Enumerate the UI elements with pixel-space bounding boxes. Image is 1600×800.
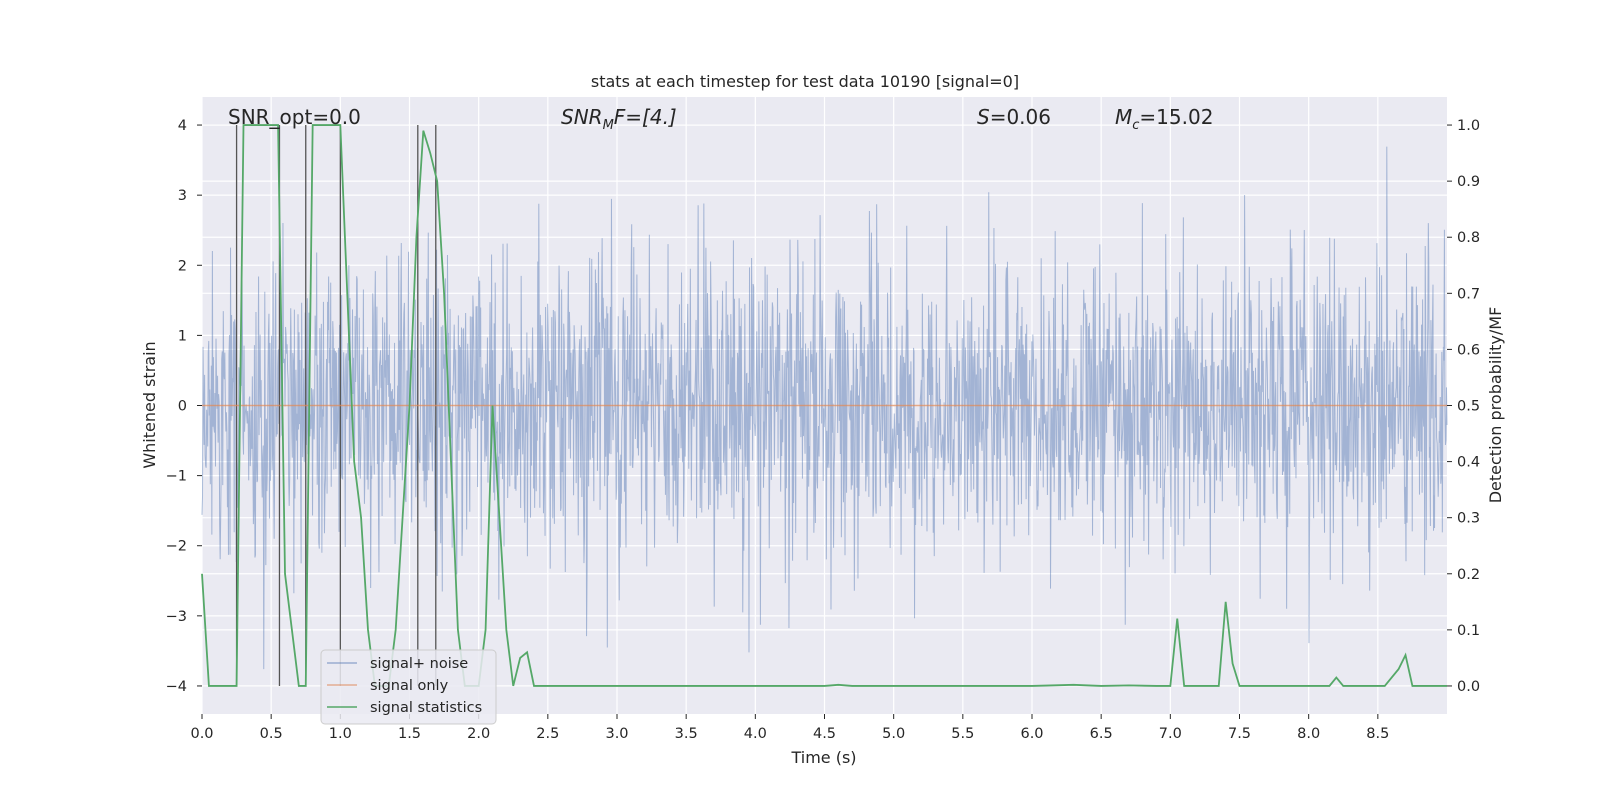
- annotation-snr-mf-sub: M: [603, 118, 614, 133]
- y-left-tick-label: −4: [166, 679, 187, 695]
- x-tick-label: 5.0: [882, 726, 905, 742]
- annotation-snr-mf-rest: F=[4.]: [614, 105, 677, 129]
- y-right-tick-label: 0.7: [1457, 286, 1480, 302]
- y-left-tick-label: 3: [178, 188, 187, 204]
- signal-statistics-series: [201, 124, 1447, 687]
- y-axis-left-ticks: 4 3 2 1 0 −1 −2 −3 −4: [166, 118, 202, 695]
- y-right-tick-label: 0.0: [1457, 679, 1480, 695]
- signal-statistics-line: [201, 124, 1447, 687]
- y-axis-right-ticks: 1.0 0.9 0.8 0.7 0.6 0.5 0.4 0.3 0.2 0.1 0.0: [1447, 118, 1480, 695]
- annotation-s-rest: =0.06: [990, 105, 1051, 129]
- y-right-tick-label: 0.1: [1457, 623, 1480, 639]
- annotation-mc-rest: =15.02: [1139, 105, 1213, 129]
- annotation-snr-mf-main: SNR: [561, 105, 603, 129]
- annotation-s-main: S: [977, 105, 990, 129]
- chart-title: stats at each timestep for test data 101…: [591, 72, 1019, 91]
- legend-box: [320, 649, 497, 725]
- annotation-snr-opt: SNR_opt=0.0: [228, 105, 361, 129]
- y-left-tick-label: −1: [166, 469, 187, 485]
- y-right-tick-label: 0.3: [1457, 511, 1480, 527]
- x-tick-label: 8.5: [1366, 726, 1389, 742]
- y-right-tick-label: 0.6: [1457, 342, 1480, 358]
- y-left-tick-label: 2: [178, 258, 187, 274]
- x-tick-label: 5.5: [951, 726, 974, 742]
- annotation-mc-sub: c: [1132, 118, 1139, 133]
- legend: signal+ noise signal only signal statist…: [320, 649, 497, 725]
- y-left-tick-label: 4: [178, 118, 187, 134]
- x-axis-label: Time (s): [790, 748, 856, 767]
- legend-label-signal-noise: signal+ noise: [370, 656, 468, 672]
- x-tick-label: 1.5: [398, 726, 421, 742]
- annotation-snr-mf: SNRMF=[4.]: [561, 105, 677, 133]
- x-tick-label: 4.5: [813, 726, 836, 742]
- y-axis-right-label: Detection probability/MF: [1486, 307, 1505, 504]
- annotation-mc: Mc=15.02: [1115, 105, 1213, 133]
- x-tick-label: 1.0: [329, 726, 352, 742]
- annotations: SNR_opt=0.0 SNRMF=[4.] S=0.06 Mc=15.02: [228, 105, 1213, 133]
- x-tick-label: 8.0: [1297, 726, 1320, 742]
- x-axis-ticks: 0.0 0.5 1.0 1.5 2.0 2.5 3.0 3.5 4.0 4.5 5.0 5.5 6.0 6…: [190, 714, 1389, 742]
- annotation-s: S=0.06: [977, 105, 1051, 129]
- noise-series: [201, 146, 1448, 670]
- x-tick-label: 2.5: [536, 726, 559, 742]
- legend-label-signal-only: signal only: [370, 678, 449, 694]
- y-right-tick-label: 0.5: [1457, 399, 1480, 415]
- x-tick-label: 7.0: [1159, 726, 1182, 742]
- x-tick-label: 3.0: [605, 726, 628, 742]
- y-left-tick-label: 1: [178, 328, 187, 344]
- y-left-tick-label: −2: [166, 539, 187, 555]
- x-tick-label: 7.5: [1228, 726, 1251, 742]
- x-tick-label: 6.0: [1020, 726, 1043, 742]
- x-tick-label: 0.0: [190, 726, 213, 742]
- y-right-tick-label: 0.4: [1457, 455, 1480, 471]
- legend-label-signal-statistics: signal statistics: [370, 700, 482, 716]
- x-tick-label: 6.5: [1090, 726, 1113, 742]
- y-right-tick-label: 0.9: [1457, 174, 1480, 190]
- x-tick-label: 0.5: [260, 726, 283, 742]
- annotation-mc-main: M: [1115, 105, 1132, 129]
- y-right-tick-label: 1.0: [1457, 118, 1480, 134]
- x-tick-label: 2.0: [467, 726, 490, 742]
- x-tick-label: 3.5: [675, 726, 698, 742]
- y-left-tick-label: −3: [166, 609, 187, 625]
- y-right-tick-label: 0.2: [1457, 567, 1480, 583]
- y-left-tick-label: 0: [178, 399, 187, 415]
- x-tick-label: 4.0: [744, 726, 767, 742]
- y-axis-left-label: Whitened strain: [140, 341, 159, 468]
- y-right-tick-label: 0.8: [1457, 230, 1480, 246]
- noise-line: [201, 146, 1448, 670]
